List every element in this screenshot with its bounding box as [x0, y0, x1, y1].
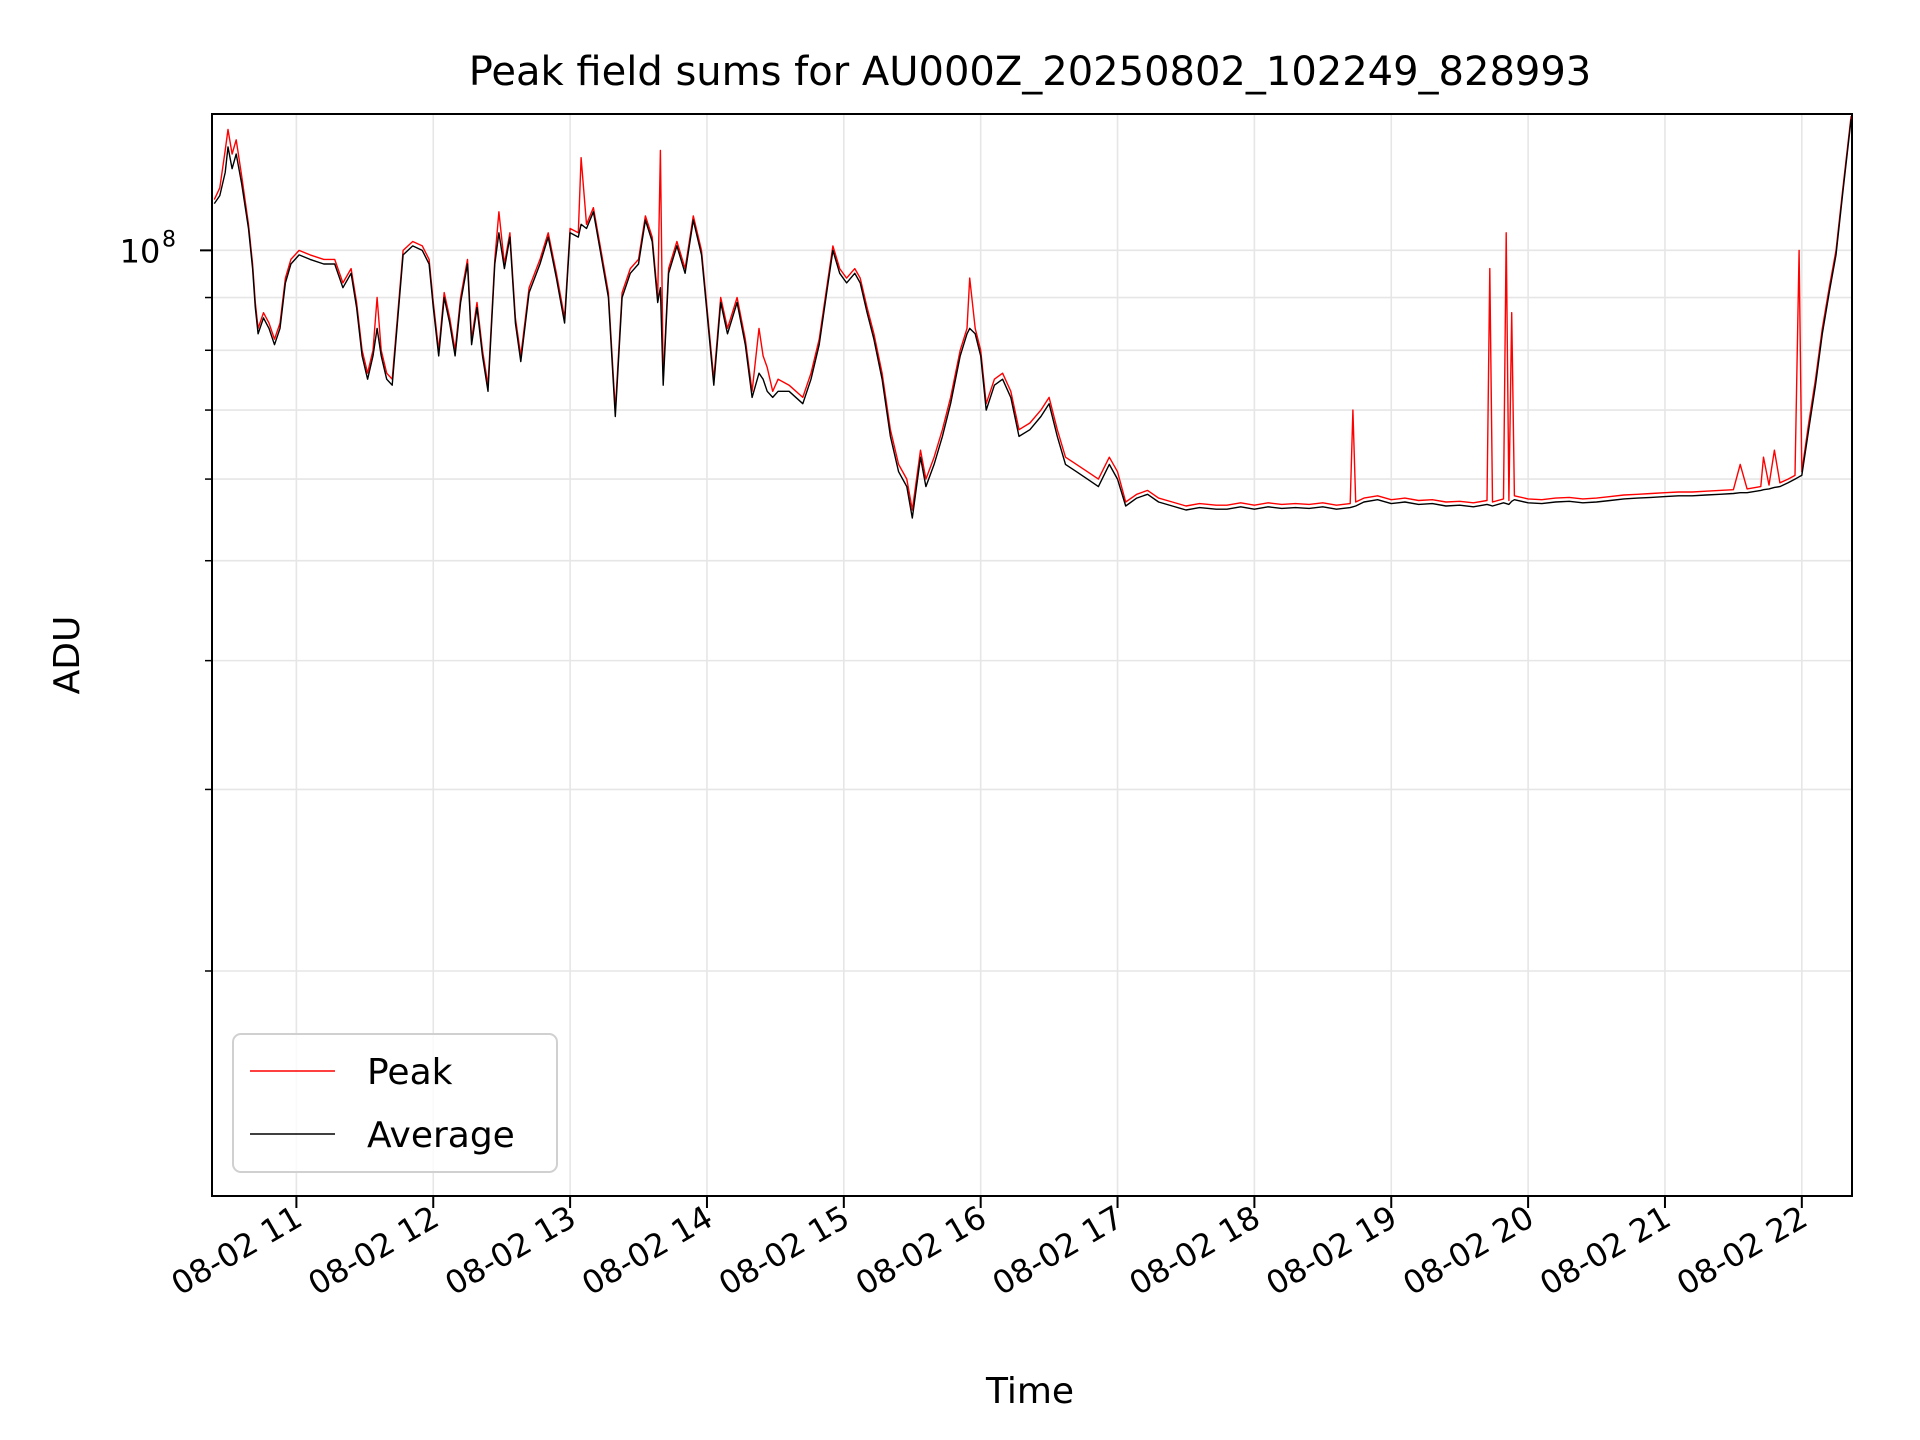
- grid: [212, 114, 1852, 1196]
- legend-label-average: Average: [367, 1115, 515, 1156]
- series-line-average: [213, 119, 1852, 519]
- y-tick-label-exponent: 8: [162, 227, 176, 252]
- plot-frame: [211, 113, 1853, 1197]
- chart-title: Peak field sums for AU000Z_20250802_1022…: [469, 49, 1592, 95]
- legend-box: [232, 1033, 558, 1173]
- y-tick-label: 10: [120, 232, 161, 270]
- legend: Peak Average: [232, 1033, 558, 1173]
- series-line-peak: [213, 115, 1852, 511]
- y-axis-label: ADU: [47, 616, 88, 695]
- plot-series: [213, 115, 1852, 519]
- legend-label-peak: Peak: [367, 1052, 453, 1093]
- x-axis-label: Time: [985, 1371, 1074, 1412]
